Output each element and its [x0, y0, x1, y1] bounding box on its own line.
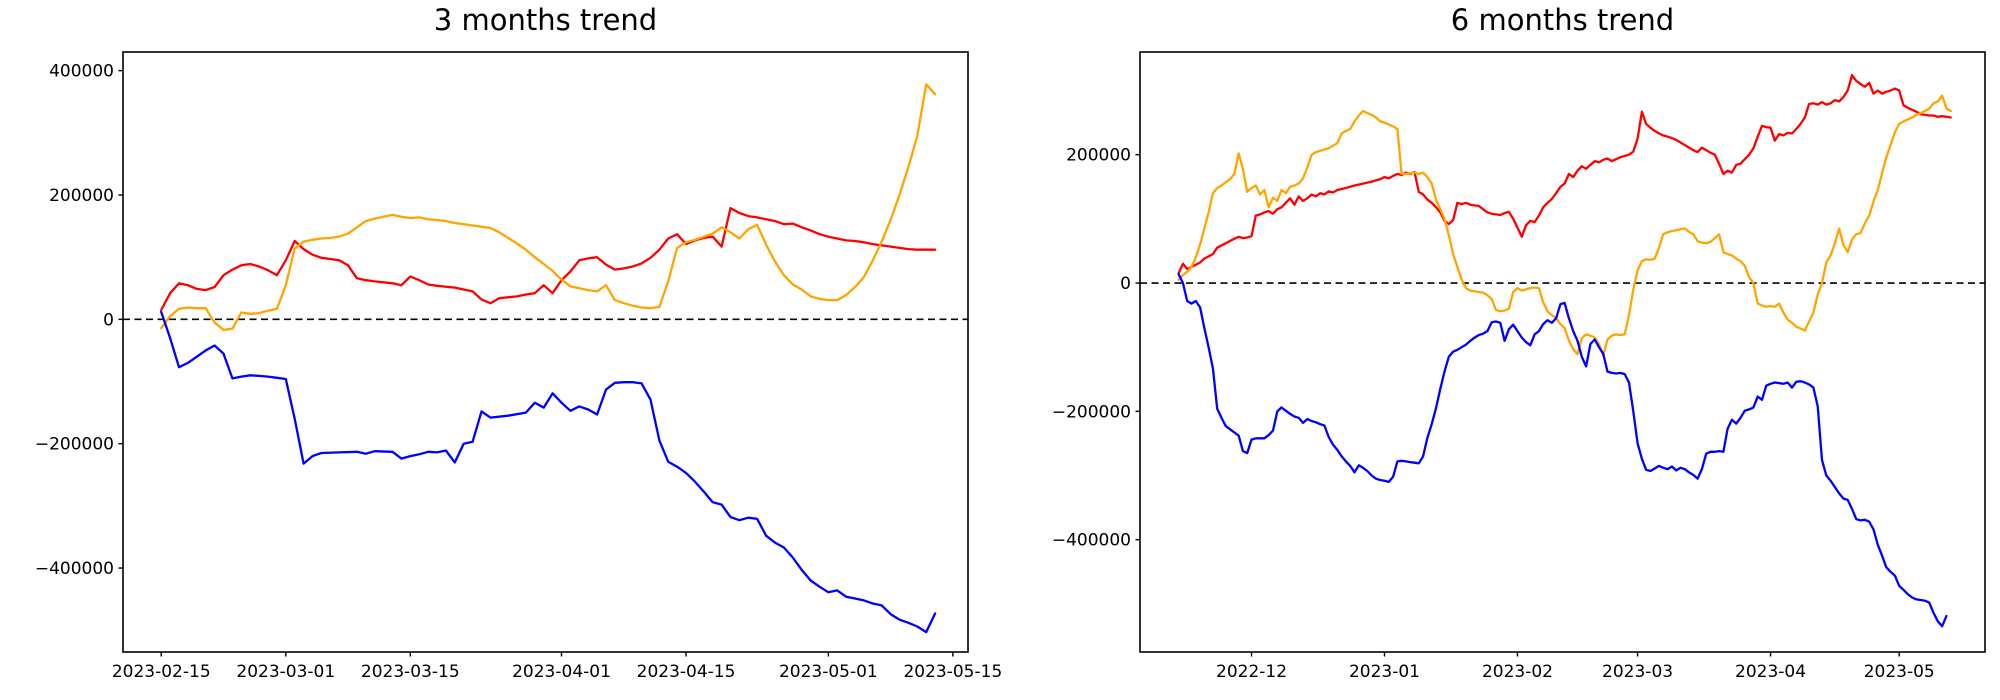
x-tick-label: 2023-03 [1602, 662, 1673, 682]
y-tick-label: −400000 [1052, 531, 1131, 551]
plot-border [122, 51, 969, 653]
x-tick-label: 2023-05 [1864, 662, 1935, 682]
x-tick-label: 2023-05-01 [779, 662, 878, 682]
y-tick-label: −200000 [35, 435, 114, 455]
y-tick-label: 0 [103, 310, 114, 330]
x-tick-label: 2023-04-01 [512, 662, 611, 682]
x-tick-label: 2023-03-15 [361, 662, 460, 682]
y-tick-label: 200000 [49, 186, 114, 206]
series-line-orange [160, 83, 937, 332]
x-tick-label: 2023-01 [1349, 662, 1420, 682]
x-tick-label: 2023-04 [1735, 662, 1806, 682]
y-tick-label: −200000 [1052, 402, 1131, 422]
x-tick-label: 2022-12 [1216, 662, 1287, 682]
chart-title-3-months-trend: 3 months trend [433, 3, 658, 37]
y-tick-label: 400000 [49, 62, 114, 82]
x-tick-label: 2023-05-15 [903, 662, 1002, 682]
x-tick-label: 2023-02-15 [112, 662, 211, 682]
series-line-orange [1177, 94, 1952, 357]
x-tick-label: 2023-04-15 [637, 662, 736, 682]
series-line-red [1177, 73, 1952, 275]
series-line-red [160, 206, 937, 312]
series-line-blue [1177, 272, 1948, 628]
y-tick-label: 200000 [1066, 146, 1131, 166]
plot-border [1139, 51, 1986, 653]
y-tick-label: 0 [1120, 274, 1131, 294]
y-tick-label: −400000 [35, 559, 114, 579]
x-tick-label: 2023-03-01 [236, 662, 335, 682]
chart-title-6-months-trend: 6 months trend [1450, 3, 1675, 37]
series-line-blue [160, 310, 937, 634]
x-tick-label: 2023-02 [1482, 662, 1553, 682]
